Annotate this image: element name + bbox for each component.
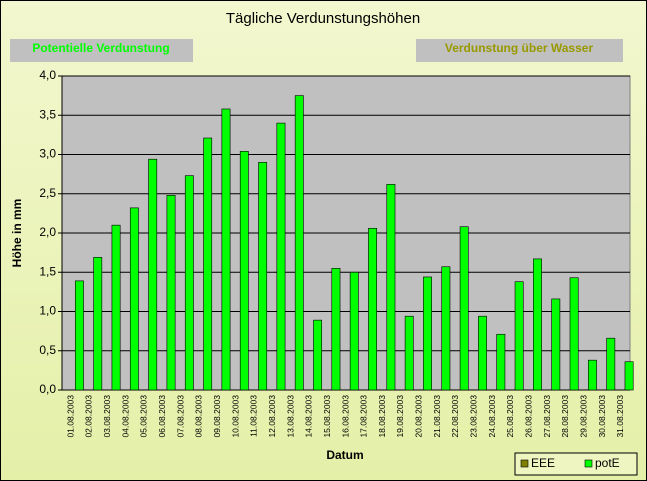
legend bbox=[514, 452, 638, 476]
bar bbox=[258, 162, 268, 391]
x-tick-label: 26.08.2003 bbox=[523, 395, 533, 438]
x-tick-label: 01.08.2003 bbox=[65, 395, 75, 438]
annotation-box bbox=[10, 39, 193, 62]
y-tick-label: 2,0 bbox=[39, 225, 56, 239]
bar bbox=[533, 258, 542, 391]
annotation: Potentielle Verdunstung bbox=[32, 41, 169, 55]
bar bbox=[331, 268, 341, 391]
bar bbox=[478, 315, 487, 391]
legend-label: potE bbox=[595, 456, 620, 470]
x-tick-label: 15.08.2003 bbox=[322, 395, 332, 438]
x-tick-label: 12.08.2003 bbox=[267, 395, 277, 438]
bar bbox=[588, 359, 597, 391]
x-tick-label: 03.08.2003 bbox=[102, 395, 112, 438]
x-tick-label: 09.08.2003 bbox=[212, 395, 222, 438]
y-tick-label: 4,0 bbox=[39, 68, 56, 82]
chart-title: Tägliche Verdunstungshöhen bbox=[226, 10, 420, 27]
y-axis-label: Höhe in mm bbox=[10, 199, 24, 268]
bar bbox=[221, 108, 231, 391]
x-tick-label: 07.08.2003 bbox=[175, 395, 185, 438]
y-tick-label: 3,0 bbox=[39, 147, 56, 161]
y-tick-label: 0,0 bbox=[39, 382, 56, 396]
x-tick-label: 28.08.2003 bbox=[560, 395, 570, 438]
bar bbox=[404, 315, 414, 391]
bar bbox=[184, 175, 194, 391]
bar bbox=[551, 298, 561, 391]
x-tick-label: 27.08.2003 bbox=[542, 395, 552, 438]
x-tick-label: 16.08.2003 bbox=[340, 395, 350, 438]
y-tick-label: 0,5 bbox=[39, 343, 56, 357]
x-tick-label: 21.08.2003 bbox=[432, 395, 442, 438]
x-tick-label: 08.08.2003 bbox=[194, 395, 204, 438]
bar bbox=[459, 226, 469, 391]
x-tick-label: 06.08.2003 bbox=[157, 395, 167, 438]
x-tick-label: 13.08.2003 bbox=[285, 395, 295, 438]
bar bbox=[166, 195, 176, 391]
bar bbox=[368, 227, 377, 391]
bar bbox=[569, 277, 579, 391]
bar bbox=[148, 158, 158, 391]
x-tick-label: 22.08.2003 bbox=[450, 395, 460, 438]
bar bbox=[74, 280, 84, 391]
x-tick-label: 18.08.2003 bbox=[377, 395, 387, 438]
y-tick-label: 3,5 bbox=[39, 107, 56, 121]
x-tick-label: 23.08.2003 bbox=[469, 395, 479, 438]
bar bbox=[441, 266, 451, 391]
bar bbox=[349, 271, 359, 391]
legend-label: EEE bbox=[531, 456, 555, 470]
x-tick-label: 25.08.2003 bbox=[505, 395, 515, 438]
x-tick-label: 19.08.2003 bbox=[395, 395, 405, 438]
x-tick-label: 20.08.2003 bbox=[414, 395, 424, 438]
y-tick-label: 1,5 bbox=[39, 264, 56, 278]
bar bbox=[276, 122, 286, 391]
bar bbox=[294, 95, 304, 391]
x-tick-label: 02.08.2003 bbox=[84, 395, 94, 438]
x-tick-label: 24.08.2003 bbox=[487, 395, 497, 438]
bar bbox=[239, 151, 249, 391]
bar bbox=[129, 207, 139, 391]
x-tick-label: 10.08.2003 bbox=[230, 395, 240, 438]
bar bbox=[624, 361, 634, 391]
x-tick-label: 17.08.2003 bbox=[359, 395, 369, 438]
bar bbox=[423, 276, 432, 391]
x-tick-label: 11.08.2003 bbox=[249, 395, 259, 437]
annotation: Verdunstung über Wasser bbox=[445, 41, 594, 55]
bar bbox=[203, 137, 213, 391]
bar bbox=[313, 319, 323, 391]
x-tick-label: 29.08.2003 bbox=[578, 395, 588, 438]
y-tick-label: 1,0 bbox=[39, 304, 56, 318]
legend-swatch bbox=[584, 459, 593, 468]
x-tick-label: 14.08.2003 bbox=[304, 395, 314, 438]
bar bbox=[93, 257, 103, 391]
x-tick-label: 31.08.2003 bbox=[615, 395, 625, 438]
bar bbox=[386, 184, 396, 391]
bar bbox=[514, 281, 524, 391]
x-tick-label: 04.08.2003 bbox=[120, 395, 130, 438]
annotation-box bbox=[416, 39, 623, 62]
bar bbox=[496, 333, 506, 391]
y-tick-label: 2,5 bbox=[39, 186, 56, 200]
legend-swatch bbox=[520, 459, 529, 468]
bar bbox=[111, 224, 121, 391]
x-axis-label: Datum bbox=[326, 448, 363, 462]
x-tick-label: 30.08.2003 bbox=[597, 395, 607, 438]
bar bbox=[606, 337, 616, 391]
x-tick-label: 05.08.2003 bbox=[139, 395, 149, 438]
